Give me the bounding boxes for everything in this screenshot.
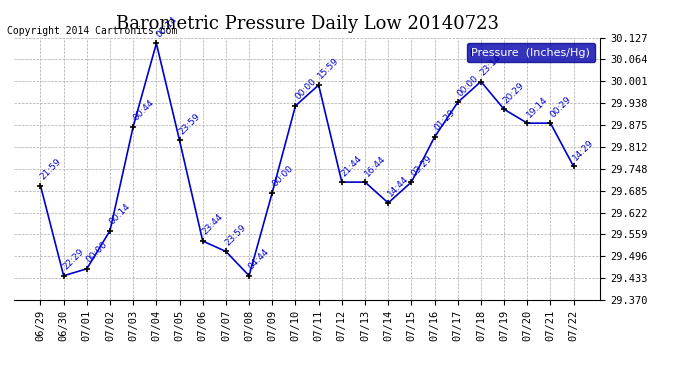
Text: 00:44: 00:44 bbox=[131, 98, 155, 123]
Text: 14:29: 14:29 bbox=[571, 138, 596, 162]
Text: 15:59: 15:59 bbox=[317, 56, 341, 81]
Text: 21:44: 21:44 bbox=[339, 153, 364, 178]
Text: 00:14: 00:14 bbox=[108, 202, 132, 226]
Text: 21:59: 21:59 bbox=[38, 157, 63, 182]
Text: Copyright 2014 Cartronics.com: Copyright 2014 Cartronics.com bbox=[7, 26, 177, 36]
Text: 23:59: 23:59 bbox=[177, 112, 202, 136]
Text: 23:59: 23:59 bbox=[224, 223, 248, 247]
Title: Barometric Pressure Daily Low 20140723: Barometric Pressure Daily Low 20140723 bbox=[115, 15, 499, 33]
Text: 23:44: 23:44 bbox=[201, 213, 225, 237]
Text: 20:29: 20:29 bbox=[502, 81, 526, 105]
Text: 00:00: 00:00 bbox=[270, 164, 295, 188]
Text: 19:14: 19:14 bbox=[525, 94, 550, 119]
Text: 00:00: 00:00 bbox=[85, 240, 109, 265]
Text: 14:44: 14:44 bbox=[386, 174, 411, 199]
Text: 22:29: 22:29 bbox=[61, 247, 86, 272]
Text: 04:44: 04:44 bbox=[247, 247, 271, 272]
Text: 00:14: 00:14 bbox=[154, 15, 179, 39]
Text: 01:29: 01:29 bbox=[433, 108, 457, 133]
Legend: Pressure  (Inches/Hg): Pressure (Inches/Hg) bbox=[467, 43, 595, 62]
Text: 03:29: 03:29 bbox=[409, 153, 434, 178]
Text: 00:00: 00:00 bbox=[293, 77, 318, 102]
Text: 00:29: 00:29 bbox=[549, 94, 573, 119]
Text: 23:14: 23:14 bbox=[479, 53, 503, 77]
Text: 00:00: 00:00 bbox=[455, 74, 480, 98]
Text: 16:44: 16:44 bbox=[363, 153, 387, 178]
